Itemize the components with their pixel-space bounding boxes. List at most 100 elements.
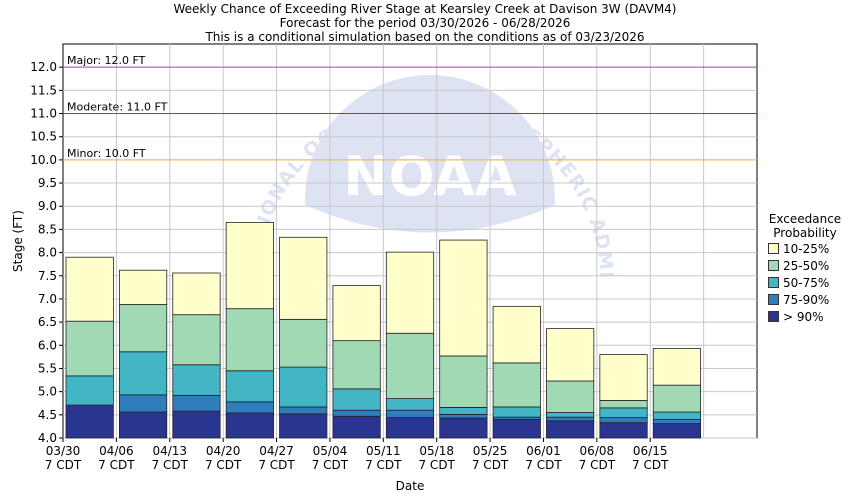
bar-segment	[492, 419, 541, 439]
x-tick-label-date: 05/25	[473, 444, 508, 458]
bar-segment	[332, 415, 381, 439]
bar-segment	[599, 407, 648, 419]
legend-swatch	[768, 277, 779, 288]
y-tick-label: 4.0	[38, 431, 57, 445]
chart-title: Weekly Chance of Exceeding River Stage a…	[173, 2, 677, 16]
x-tick-label-date: 04/06	[99, 444, 134, 458]
x-tick-label-date: 06/15	[633, 444, 668, 458]
y-tick-label: 6.0	[38, 338, 57, 352]
bar-segment	[279, 413, 328, 439]
legend-label: 10-25%	[783, 241, 830, 256]
bar-segment	[652, 419, 702, 425]
x-tick-label-date: 04/27	[259, 444, 294, 458]
legend-label: 75-90%	[783, 292, 830, 307]
bar-segment	[546, 416, 595, 422]
x-tick-label-time: 7 CDT	[152, 458, 189, 472]
threshold-label: Minor: 10.0 FT	[67, 147, 146, 160]
legend-label: 50-75%	[783, 275, 830, 290]
bar-segment	[172, 364, 221, 396]
bar-segment	[546, 380, 595, 413]
bar-segment	[652, 348, 702, 386]
y-tick-label: 10.0	[30, 153, 57, 167]
legend-label: > 90%	[783, 309, 824, 324]
x-tick-label-time: 7 CDT	[98, 458, 135, 472]
bar-segment	[385, 409, 435, 419]
bar-segment	[652, 423, 702, 439]
y-tick-label: 8.5	[38, 222, 57, 236]
x-tick-label-date: 04/13	[152, 444, 187, 458]
bar-segment	[225, 370, 274, 403]
bar-segment	[118, 304, 168, 353]
x-tick-label-time: 7 CDT	[472, 458, 509, 472]
bar-segment	[385, 332, 435, 399]
bar-segment	[172, 314, 221, 366]
x-tick-label-time: 7 CDT	[579, 458, 616, 472]
y-tick-label: 6.5	[38, 315, 57, 329]
chart-subtitle-conditions: This is a conditional simulation based o…	[205, 30, 645, 44]
bar-segment	[546, 420, 595, 439]
x-tick-label-date: 05/18	[419, 444, 454, 458]
x-tick-label-time: 7 CDT	[205, 458, 242, 472]
y-tick-label: 5.5	[38, 361, 57, 375]
bar-segment	[172, 410, 221, 439]
bar-segment	[385, 398, 435, 411]
bar-segment	[65, 375, 114, 406]
bar-segment	[65, 404, 114, 439]
x-tick-label-time: 7 CDT	[525, 458, 562, 472]
y-tick-label: 10.5	[30, 130, 57, 144]
y-tick-label: 8.0	[38, 246, 57, 260]
x-tick-label-time: 7 CDT	[312, 458, 349, 472]
x-tick-label-time: 7 CDT	[258, 458, 295, 472]
bar-segment	[599, 417, 648, 424]
bar-segment	[599, 354, 648, 401]
bar-segment	[172, 394, 221, 412]
y-tick-label: 11.0	[30, 107, 57, 121]
x-tick-label-date: 03/30	[46, 444, 81, 458]
bar-segment	[546, 328, 595, 382]
bar-segment	[439, 413, 488, 419]
bar-segment	[332, 285, 381, 342]
bar-segment	[385, 417, 435, 439]
bar-segment	[492, 305, 541, 364]
y-tick-label: 4.5	[38, 408, 57, 422]
bar-segment	[546, 412, 595, 418]
bar-segment	[385, 251, 435, 334]
legend-swatch	[768, 260, 779, 271]
bar-segment	[439, 239, 488, 357]
bar-segment	[652, 411, 702, 420]
bar-segment	[439, 355, 488, 408]
bar-segment	[279, 366, 328, 408]
bar-segment	[65, 256, 114, 322]
x-tick-label-date: 05/04	[313, 444, 348, 458]
legend-swatch	[768, 311, 779, 322]
legend-item: > 90%	[760, 308, 850, 325]
bar-segment	[225, 308, 274, 372]
y-tick-label: 7.0	[38, 292, 57, 306]
bar-segment	[652, 384, 702, 413]
legend-item: 75-90%	[760, 291, 850, 308]
bar-segment	[279, 236, 328, 320]
legend-title-line1: Exceedance	[768, 212, 842, 226]
x-tick-label-date: 05/11	[366, 444, 401, 458]
y-tick-label: 9.5	[38, 176, 57, 190]
bar-segment	[492, 406, 541, 418]
bar-segment	[599, 422, 648, 439]
bar-segment	[225, 222, 274, 310]
watermark-logo-text: NOAA	[343, 145, 516, 208]
y-tick-label: 9.0	[38, 199, 57, 213]
y-tick-label: 11.5	[30, 83, 57, 97]
bar-segment	[118, 411, 168, 439]
y-tick-label: 12.0	[30, 60, 57, 74]
bar-segment	[599, 400, 648, 409]
bar-segment	[279, 406, 328, 415]
x-tick-label-time: 7 CDT	[365, 458, 402, 472]
legend-title-line2: Probability	[773, 226, 837, 240]
bar-segment	[65, 320, 114, 377]
legend-swatch	[768, 243, 779, 254]
x-tick-label-date: 06/01	[526, 444, 561, 458]
legend-item: 50-75%	[760, 274, 850, 291]
watermark-disc	[305, 75, 555, 325]
chart-subtitle-period: Forecast for the period 03/30/2026 - 06/…	[279, 16, 571, 30]
legend-item: 10-25%	[760, 240, 850, 257]
